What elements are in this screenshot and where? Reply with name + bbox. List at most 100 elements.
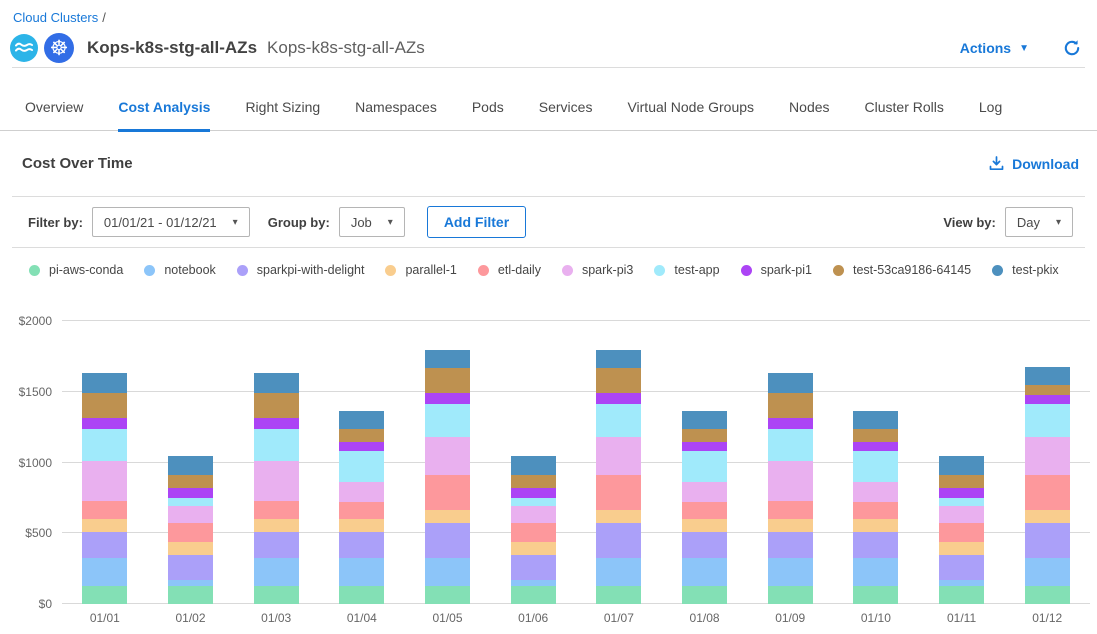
- bar-segment-test-53ca9186-64145[interactable]: [339, 429, 385, 442]
- group-by-select[interactable]: Job ▾: [338, 207, 405, 237]
- bar-segment-test-pkix[interactable]: [253, 373, 299, 393]
- bar-01/03[interactable]: [253, 373, 299, 604]
- bar-segment-spark-pi1[interactable]: [510, 488, 556, 498]
- date-range-select[interactable]: 01/01/21 - 01/12/21 ▾: [91, 207, 250, 237]
- bar-01/01[interactable]: [82, 373, 128, 604]
- bar-segment-test-pkix[interactable]: [82, 373, 128, 393]
- bar-segment-spark-pi1[interactable]: [339, 442, 385, 451]
- bar-segment-spark-pi3[interactable]: [425, 437, 471, 475]
- legend-item-sparkpi-with-delight[interactable]: sparkpi-with-delight: [236, 263, 364, 277]
- bar-segment-test-pkix[interactable]: [767, 373, 813, 393]
- bar-segment-parallel-1[interactable]: [853, 519, 899, 532]
- bar-segment-pi-aws-conda[interactable]: [596, 586, 642, 604]
- bar-segment-test-app[interactable]: [253, 429, 299, 461]
- bar-segment-pi-aws-conda[interactable]: [939, 586, 985, 604]
- bar-segment-test-app[interactable]: [596, 404, 642, 437]
- bar-segment-test-pkix[interactable]: [425, 350, 471, 368]
- bar-segment-test-53ca9186-64145[interactable]: [1024, 385, 1070, 395]
- tab-cost-analysis[interactable]: Cost Analysis: [118, 99, 211, 132]
- bar-segment-notebook[interactable]: [82, 558, 128, 586]
- bar-segment-spark-pi1[interactable]: [425, 393, 471, 404]
- bar-segment-parallel-1[interactable]: [596, 510, 642, 523]
- bar-segment-sparkpi-with-delight[interactable]: [510, 555, 556, 580]
- bar-segment-etl-daily[interactable]: [1024, 475, 1070, 510]
- bar-segment-spark-pi3[interactable]: [339, 482, 385, 502]
- tab-pods[interactable]: Pods: [471, 99, 504, 115]
- bar-01/06[interactable]: [510, 456, 556, 604]
- bar-segment-test-app[interactable]: [168, 498, 213, 506]
- bar-segment-parallel-1[interactable]: [767, 519, 813, 532]
- bar-segment-etl-daily[interactable]: [82, 501, 128, 519]
- bar-segment-notebook[interactable]: [939, 580, 985, 586]
- bar-segment-spark-pi1[interactable]: [1024, 395, 1070, 404]
- bar-segment-test-53ca9186-64145[interactable]: [596, 368, 642, 393]
- bar-segment-spark-pi3[interactable]: [767, 461, 813, 501]
- bar-segment-spark-pi1[interactable]: [168, 488, 213, 498]
- bar-segment-sparkpi-with-delight[interactable]: [682, 532, 728, 558]
- bar-segment-etl-daily[interactable]: [253, 501, 299, 519]
- bar-segment-sparkpi-with-delight[interactable]: [425, 523, 471, 558]
- bar-segment-pi-aws-conda[interactable]: [853, 586, 899, 604]
- bar-segment-pi-aws-conda[interactable]: [1024, 586, 1070, 604]
- bar-01/04[interactable]: [339, 411, 385, 604]
- bar-segment-test-53ca9186-64145[interactable]: [168, 475, 213, 488]
- bar-segment-etl-daily[interactable]: [168, 523, 213, 542]
- bar-segment-pi-aws-conda[interactable]: [253, 586, 299, 604]
- bar-segment-parallel-1[interactable]: [1024, 510, 1070, 523]
- bar-segment-test-53ca9186-64145[interactable]: [853, 429, 899, 442]
- tab-log[interactable]: Log: [978, 99, 1003, 115]
- tab-namespaces[interactable]: Namespaces: [355, 99, 437, 115]
- bar-segment-sparkpi-with-delight[interactable]: [168, 555, 213, 580]
- bar-segment-parallel-1[interactable]: [253, 519, 299, 532]
- bar-segment-spark-pi1[interactable]: [939, 488, 985, 498]
- bar-segment-parallel-1[interactable]: [682, 519, 728, 532]
- bar-segment-pi-aws-conda[interactable]: [168, 586, 213, 604]
- bar-segment-parallel-1[interactable]: [939, 542, 985, 555]
- bar-segment-sparkpi-with-delight[interactable]: [939, 555, 985, 580]
- bar-segment-parallel-1[interactable]: [510, 542, 556, 555]
- bar-segment-pi-aws-conda[interactable]: [339, 586, 385, 604]
- add-filter-button[interactable]: Add Filter: [426, 206, 527, 238]
- bar-segment-test-pkix[interactable]: [939, 456, 985, 475]
- bar-segment-test-app[interactable]: [82, 429, 128, 461]
- bar-segment-notebook[interactable]: [510, 580, 556, 586]
- bar-segment-etl-daily[interactable]: [596, 475, 642, 510]
- bar-segment-test-app[interactable]: [510, 498, 556, 506]
- bar-segment-etl-daily[interactable]: [339, 502, 385, 519]
- bar-segment-test-app[interactable]: [425, 404, 471, 437]
- bar-segment-test-app[interactable]: [339, 451, 385, 482]
- bar-segment-sparkpi-with-delight[interactable]: [82, 532, 128, 558]
- bar-segment-spark-pi1[interactable]: [82, 418, 128, 429]
- bar-segment-notebook[interactable]: [339, 558, 385, 586]
- legend-item-spark-pi3[interactable]: spark-pi3: [561, 263, 633, 277]
- bar-segment-test-pkix[interactable]: [510, 456, 556, 475]
- bar-segment-notebook[interactable]: [253, 558, 299, 586]
- bar-01/07[interactable]: [596, 350, 642, 604]
- bar-segment-spark-pi3[interactable]: [82, 461, 128, 501]
- bar-segment-etl-daily[interactable]: [425, 475, 471, 510]
- bar-01/02[interactable]: [168, 456, 213, 604]
- bar-segment-spark-pi3[interactable]: [596, 437, 642, 475]
- bar-segment-etl-daily[interactable]: [682, 502, 728, 519]
- bar-segment-notebook[interactable]: [168, 580, 213, 586]
- legend-item-spark-pi1[interactable]: spark-pi1: [740, 263, 812, 277]
- bar-segment-notebook[interactable]: [425, 558, 471, 586]
- bar-segment-notebook[interactable]: [596, 558, 642, 586]
- actions-button[interactable]: Actions ▼: [960, 40, 1029, 56]
- bar-segment-test-53ca9186-64145[interactable]: [425, 368, 471, 393]
- bar-segment-pi-aws-conda[interactable]: [425, 586, 471, 604]
- tab-nodes[interactable]: Nodes: [789, 99, 830, 115]
- bar-segment-notebook[interactable]: [767, 558, 813, 586]
- bar-01/12[interactable]: [1024, 367, 1070, 604]
- legend-item-parallel-1[interactable]: parallel-1: [385, 263, 457, 277]
- legend-item-test-app[interactable]: test-app: [654, 263, 720, 277]
- tab-cluster-rolls[interactable]: Cluster Rolls: [864, 99, 944, 115]
- bar-segment-test-53ca9186-64145[interactable]: [939, 475, 985, 488]
- bar-segment-spark-pi3[interactable]: [682, 482, 728, 502]
- bar-segment-parallel-1[interactable]: [425, 510, 471, 523]
- bar-segment-sparkpi-with-delight[interactable]: [853, 532, 899, 558]
- bar-01/09[interactable]: [767, 373, 813, 604]
- bar-segment-sparkpi-with-delight[interactable]: [596, 523, 642, 558]
- bar-segment-notebook[interactable]: [682, 558, 728, 586]
- bar-segment-parallel-1[interactable]: [82, 519, 128, 532]
